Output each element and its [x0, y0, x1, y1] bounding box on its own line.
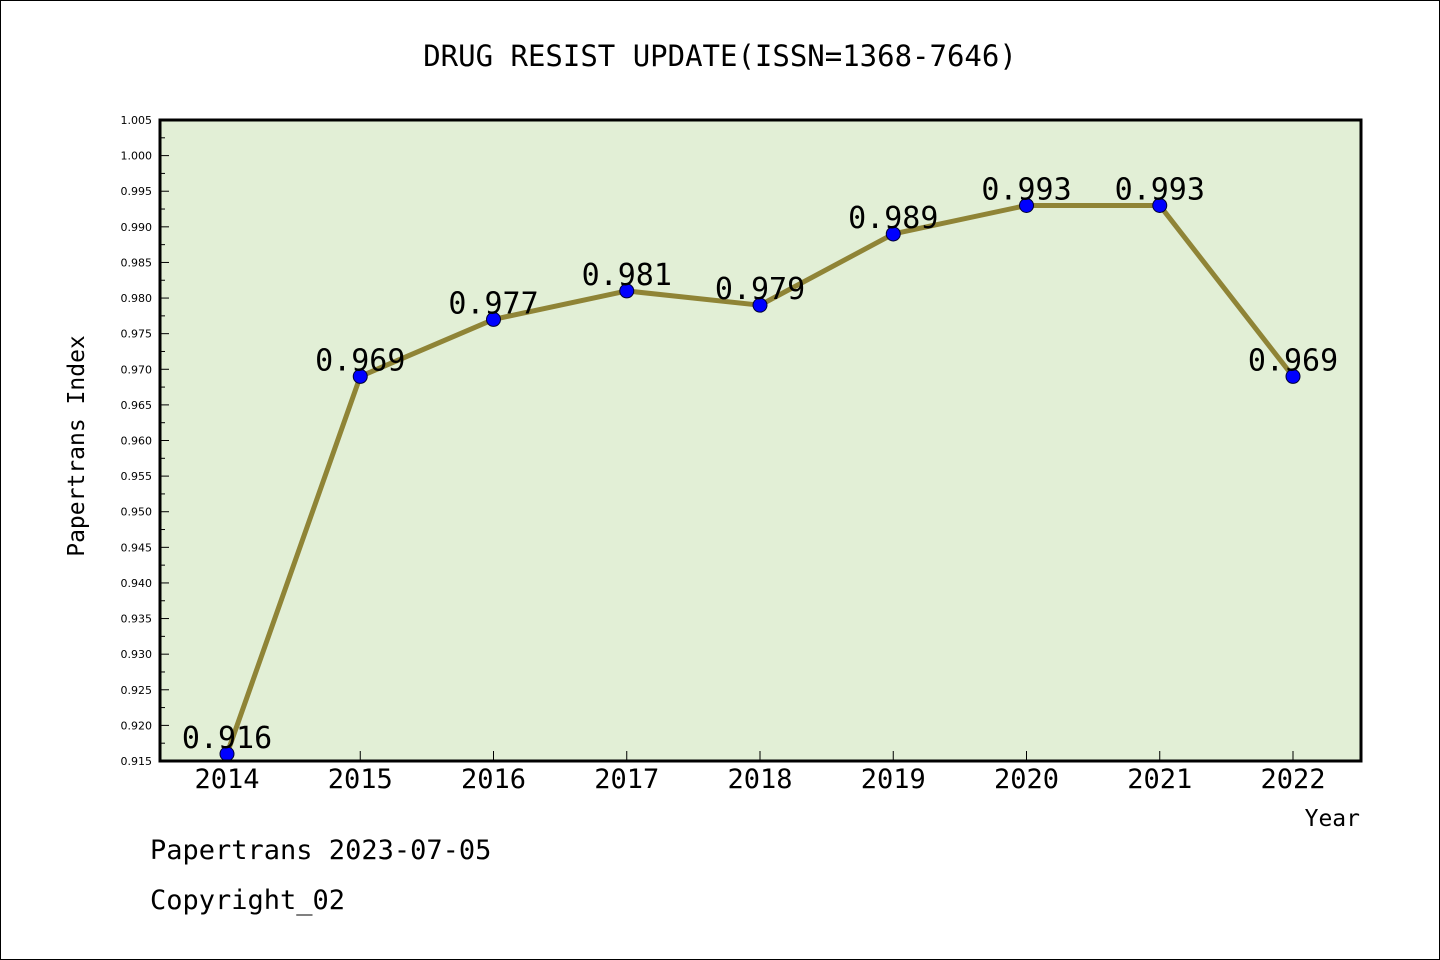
x-tick-label: 2015: [328, 764, 393, 795]
data-label: 0.969: [315, 343, 405, 378]
y-tick-label: 0.980: [121, 292, 153, 305]
data-label: 0.969: [1248, 343, 1338, 378]
x-tick-label: 2021: [1127, 764, 1192, 795]
data-point: [1019, 197, 1034, 213]
data-point: [486, 311, 501, 327]
data-label: 0.916: [182, 721, 272, 756]
data-label: 0.979: [715, 272, 805, 307]
y-tick-label: 0.995: [121, 185, 153, 198]
y-tick-label: 1.000: [121, 150, 153, 163]
data-label: 0.993: [1115, 172, 1205, 207]
x-tick-label: 2018: [727, 764, 792, 795]
data-point: [885, 226, 901, 242]
data-point: [619, 283, 635, 299]
y-tick-label: 1.005: [121, 114, 153, 127]
y-tick-label: 0.985: [121, 256, 153, 269]
data-point: [752, 297, 768, 313]
y-tick-label: 0.960: [121, 435, 153, 448]
data-point: [352, 368, 368, 384]
plot-area: [160, 120, 1361, 761]
x-tick-label: 2016: [461, 764, 526, 795]
x-tick-label: 2022: [1260, 764, 1325, 795]
y-tick-label: 0.930: [121, 648, 153, 661]
x-tick-label: 2014: [194, 764, 259, 795]
x-tick-label: 2019: [861, 764, 926, 795]
y-tick-label: 0.965: [121, 399, 153, 412]
y-tick-label: 0.920: [121, 719, 153, 732]
y-axis-label: Papertrans Index: [64, 335, 90, 557]
y-tick-label: 0.975: [121, 328, 153, 341]
y-tick-label: 0.970: [121, 363, 153, 376]
data-label: 0.989: [848, 201, 938, 236]
y-tick-label: 0.915: [121, 755, 153, 768]
y-tick-label: 0.950: [121, 506, 153, 519]
data-label: 0.993: [981, 172, 1071, 207]
y-tick-label: 0.935: [121, 613, 153, 626]
data-point: [1152, 197, 1168, 213]
plot-border: [158, 118, 1363, 763]
data-label: 0.981: [582, 258, 672, 293]
x-tick-label: 2020: [994, 764, 1059, 795]
y-tick-label: 0.940: [121, 577, 153, 590]
y-tick-label: 0.990: [121, 221, 153, 234]
x-tick-label: 2017: [594, 764, 659, 795]
data-point: [1285, 368, 1301, 384]
chart-title: DRUG RESIST UPDATE(ISSN=1368-7646): [423, 39, 1017, 73]
footer-copyright: Copyright_02: [150, 885, 346, 916]
data-label: 0.977: [448, 286, 538, 321]
x-axis-label: Year: [1305, 806, 1360, 832]
y-tick-label: 0.955: [121, 470, 153, 483]
y-tick-label: 0.925: [121, 684, 153, 697]
y-tick-label: 0.945: [121, 541, 153, 554]
footer-date: Papertrans 2023-07-05: [150, 835, 492, 866]
